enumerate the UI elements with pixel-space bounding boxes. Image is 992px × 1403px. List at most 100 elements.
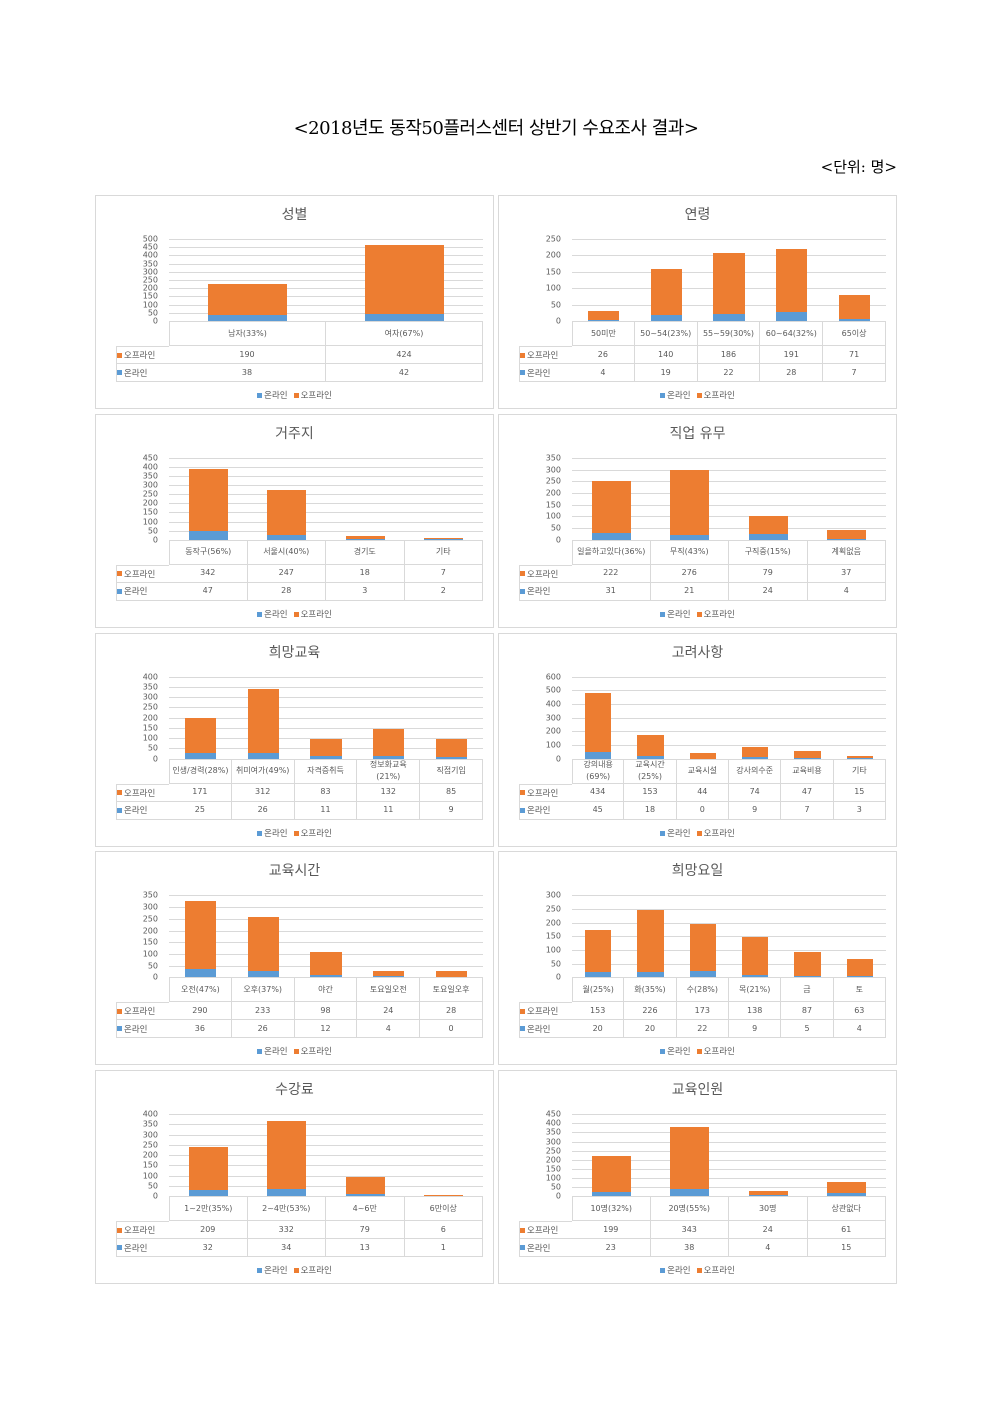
legend-item-offline: 오프라인 — [293, 828, 332, 839]
category-label: 30명 — [729, 1196, 808, 1222]
chart-legend: 온라인 오프라인 — [96, 389, 493, 401]
bar-online — [247, 753, 279, 759]
data-label-offline: 226 — [624, 1002, 677, 1021]
table-row-label-offline: 오프라인 — [116, 346, 169, 364]
gridline — [169, 717, 483, 719]
data-label-offline: 24 — [729, 1221, 808, 1240]
legend-item-online: 온라인 — [660, 391, 691, 401]
category-label: 55~59(30%) — [697, 321, 761, 346]
y-tick-label: 0 — [152, 754, 158, 764]
category-label: 서울시(40%) — [247, 539, 326, 565]
data-label-offline: 83 — [294, 783, 358, 802]
data-label-offline: 171 — [169, 783, 232, 802]
category-label: 일을하고있다(36%) — [572, 539, 651, 565]
y-tick-label: 250 — [545, 1146, 561, 1156]
bar-online — [713, 313, 745, 321]
table-row-label-online: 온라인 — [116, 801, 169, 820]
data-label-online: 19 — [634, 364, 698, 382]
data-label-online: 0 — [676, 801, 729, 820]
gridline — [169, 296, 483, 298]
bar-online — [838, 318, 871, 321]
chart-legend: 온라인 오프라인 — [499, 827, 896, 839]
legend-swatch-online — [117, 1245, 122, 1251]
row-label-text: 오프라인 — [527, 351, 559, 361]
bar-offline — [345, 1177, 385, 1194]
gridline — [572, 895, 886, 897]
data-label-online: 38 — [650, 1239, 729, 1258]
legend-item-offline: 오프라인 — [696, 829, 735, 839]
gridline — [169, 727, 483, 729]
y-tick-label: 100 — [142, 949, 158, 959]
y-tick-label: 100 — [545, 511, 561, 521]
bar-online — [742, 757, 769, 759]
y-tick-label: 150 — [545, 931, 561, 941]
category-label: 토요일오전 — [357, 977, 421, 1003]
row-label-text: 온라인 — [124, 368, 148, 379]
legend-swatch-online — [117, 807, 122, 813]
y-tick-label: 350 — [142, 682, 158, 692]
legend-swatch-offline — [520, 790, 525, 796]
table-row-label-online: 온라인 — [116, 1239, 169, 1258]
legend-label: 오프라인 — [703, 1266, 735, 1277]
chart-title: 직업 유무 — [669, 425, 726, 442]
y-tick-label: 300 — [142, 1130, 158, 1140]
gridline — [169, 942, 483, 944]
gridline — [169, 247, 483, 249]
legend-swatch-offline — [520, 1227, 525, 1233]
bar-offline — [310, 951, 342, 975]
bar-offline — [345, 535, 385, 540]
bar-online — [585, 971, 612, 978]
table-row-label-online: 온라인 — [116, 1020, 169, 1039]
gridline — [572, 936, 886, 938]
category-label: 무직(43%) — [650, 539, 729, 565]
bar-online — [776, 311, 808, 321]
data-label-offline: 6 — [404, 1221, 483, 1240]
y-tick-label: 250 — [142, 1140, 158, 1150]
y-tick-label: 200 — [545, 488, 561, 498]
table-row-label-online: 온라인 — [116, 364, 169, 382]
legend-swatch — [293, 393, 299, 398]
row-label-text: 오프라인 — [124, 351, 156, 361]
y-tick-label: 50 — [147, 743, 158, 753]
y-tick-label: 400 — [142, 1109, 158, 1119]
data-label-offline: 44 — [676, 783, 729, 802]
data-label-offline: 153 — [624, 783, 677, 802]
category-label: 교육시간(25%) — [624, 758, 677, 784]
legend-swatch-offline — [520, 571, 525, 577]
data-label-offline: 276 — [650, 564, 729, 583]
y-tick-label: 400 — [142, 462, 158, 472]
y-tick-label: 250 — [545, 234, 561, 244]
bar-online — [689, 971, 716, 978]
legend-item-offline: 오프라인 — [696, 1266, 735, 1277]
bar-online — [748, 1195, 788, 1197]
legend-label: 오프라인 — [300, 1266, 332, 1277]
bar-offline — [794, 952, 821, 976]
legend-item-online: 온라인 — [660, 829, 691, 839]
data-label-online: 15 — [807, 1239, 886, 1258]
gridline — [169, 697, 483, 699]
legend-item-online: 온라인 — [257, 610, 288, 620]
row-label-text: 오프라인 — [124, 569, 156, 580]
bar-offline — [424, 538, 464, 540]
data-label-offline: 186 — [697, 346, 761, 364]
table-row-label-offline: 오프라인 — [116, 1002, 169, 1021]
y-tick-label: 0 — [555, 316, 561, 326]
gridline — [572, 703, 886, 705]
legend-label: 오프라인 — [300, 828, 332, 839]
y-tick-label: 0 — [555, 535, 561, 545]
y-tick-label: 300 — [545, 465, 561, 474]
data-label-online: 21 — [650, 582, 729, 601]
chart-panel: 교육인원 0 50 100 150 200 250 300 350 400 450 10명(32%) 1… — [498, 1070, 897, 1285]
chart-legend: 온라인 오프라인 — [96, 1264, 493, 1276]
legend-item-online: 온라인 — [660, 1266, 691, 1276]
category-label: 65이상 — [823, 321, 886, 346]
data-label-offline: 138 — [729, 1002, 782, 1021]
data-label-offline: 190 — [169, 346, 326, 364]
gridline — [169, 1155, 483, 1157]
bar-online — [373, 976, 405, 978]
data-label-online: 18 — [624, 801, 677, 820]
category-label: 자격증취득 — [294, 758, 358, 784]
category-label: 취미여가(49%) — [231, 758, 295, 784]
bar-offline — [776, 249, 808, 312]
gridline — [169, 304, 483, 306]
